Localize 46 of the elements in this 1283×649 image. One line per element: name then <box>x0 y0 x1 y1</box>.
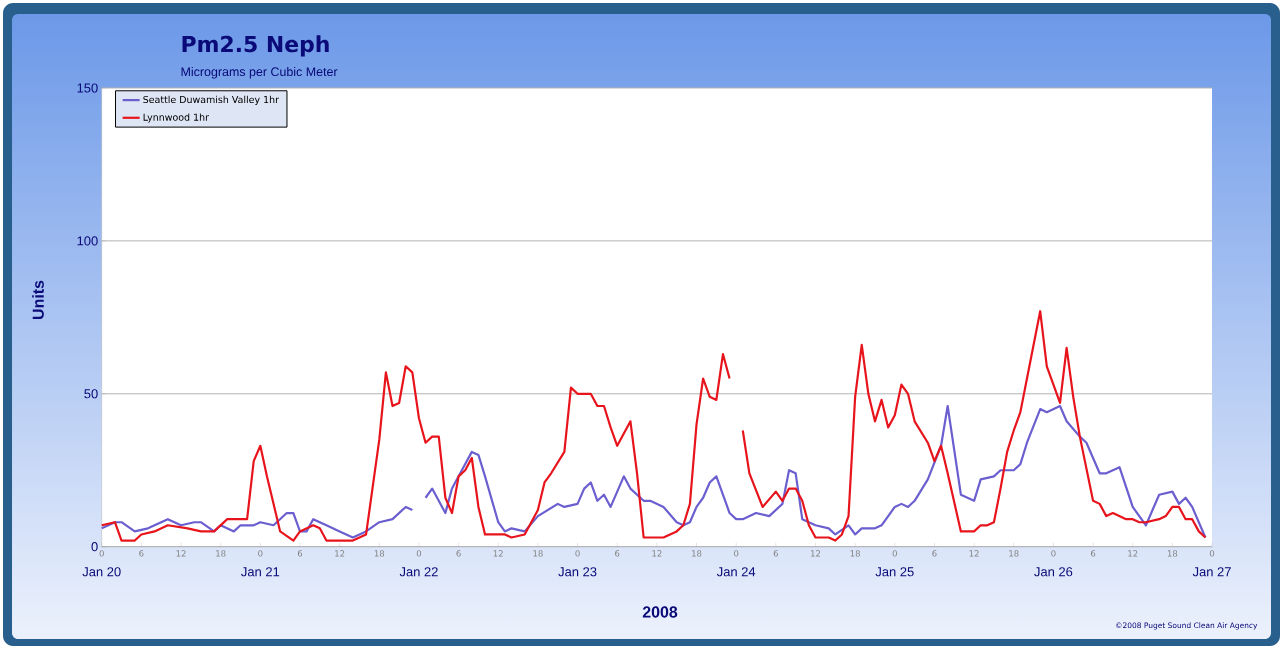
legend-label: Seattle Duwamish Valley 1hr <box>143 95 279 105</box>
x-tick-label: 18 <box>692 550 702 557</box>
x-tick-label: 12 <box>969 550 979 557</box>
text: Jan 25 <box>875 567 914 577</box>
x-tick-label: 12 <box>176 550 186 557</box>
text: Jan 22 <box>399 567 438 577</box>
x-tick-label: 6 <box>773 550 778 557</box>
text: Jan 26 <box>1034 567 1073 577</box>
y-axis-title: Units <box>32 280 44 319</box>
x-tick-label: 0 <box>99 550 104 557</box>
text: Jan 21 <box>241 567 280 577</box>
y-tick-label: 50 <box>84 389 98 399</box>
text: Jan 20 <box>82 567 121 577</box>
x-tick-label: 12 <box>335 550 345 557</box>
x-tick-label: 6 <box>297 550 303 557</box>
x-tick-label: 18 <box>1167 550 1178 557</box>
text: Jan 23 <box>558 567 597 577</box>
x-tick-label: 6 <box>139 550 144 557</box>
x-tick-label: 0 <box>1051 550 1056 557</box>
x-tick-label: 6 <box>1090 550 1096 557</box>
x-tick-label: 12 <box>652 550 662 557</box>
x-tick-label: 0 <box>1209 550 1215 557</box>
y-tick-label: 100 <box>77 236 98 246</box>
x-tick-label: 0 <box>416 550 422 557</box>
x-tick-label: 18 <box>216 550 226 557</box>
text: Jan 27 <box>1192 567 1231 577</box>
x-tick-label: 0 <box>734 550 739 557</box>
x-tick-label: 18 <box>533 550 543 557</box>
x-tick-label: 12 <box>811 550 821 557</box>
y-tick-label: 150 <box>77 83 98 93</box>
x-tick-label: 12 <box>493 550 503 557</box>
x-tick-label: 6 <box>456 550 461 557</box>
x-tick-label: 0 <box>258 550 263 557</box>
x-tick-label: 6 <box>615 550 620 557</box>
chart-title: Pm2.5 Neph <box>182 35 329 57</box>
legend-label: Lynnwood 1hr <box>143 113 209 123</box>
chart-subtitle: Micrograms per Cubic Meter <box>181 66 338 79</box>
x-tick-label: 18 <box>374 550 385 557</box>
x-tick-label: 0 <box>892 550 897 557</box>
x-tick-label: 18 <box>1009 550 1019 557</box>
text: Jan 24 <box>716 567 756 577</box>
x-tick-label: 0 <box>575 550 580 557</box>
x-tick-label: 12 <box>1128 550 1138 557</box>
x-tick-label: 18 <box>850 550 860 557</box>
x-tick-label: 6 <box>932 550 937 557</box>
x-axis-title: 2008 <box>642 606 678 618</box>
